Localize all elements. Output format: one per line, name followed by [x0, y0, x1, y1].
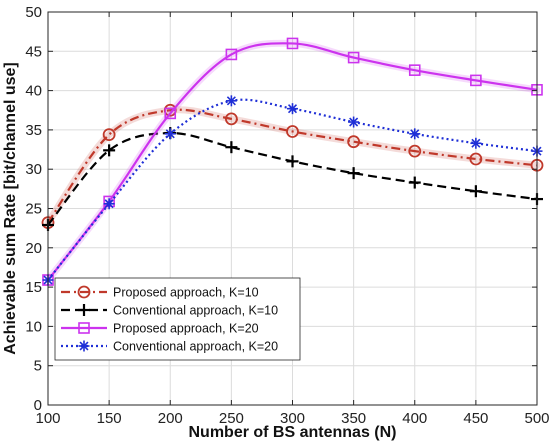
series-line [47, 108, 538, 224]
asterisk-stroke [410, 129, 420, 139]
circle-marker [408, 144, 422, 158]
x-tick-label: 450 [463, 410, 488, 427]
square-marker [286, 37, 299, 50]
x-tick-label: 500 [524, 410, 549, 427]
legend-marker [77, 285, 91, 299]
asterisk-stroke [165, 129, 175, 139]
asterisk-stroke [349, 117, 359, 127]
legend-label: Conventional approach, K=10 [113, 304, 278, 318]
legend-label: Proposed approach, K=20 [113, 322, 259, 336]
data-point [347, 51, 360, 64]
legend-entry: Conventional approach, K=10 [61, 304, 278, 318]
data-point [470, 137, 482, 149]
legend-entry: Proposed approach, K=10 [61, 286, 259, 300]
x-tick-label: 250 [219, 410, 244, 427]
circle-marker [224, 112, 238, 126]
data-point [347, 135, 361, 149]
x-tick-label: 200 [158, 410, 183, 427]
data-point [469, 152, 483, 166]
legend-marker [78, 322, 90, 334]
legend-entry: Proposed approach, K=20 [61, 322, 259, 336]
x-tick-label: 350 [341, 410, 366, 427]
y-axis-label: Achievable sum Rate [bit/channel use] [2, 62, 19, 355]
data-point [225, 95, 237, 107]
data-point [164, 128, 176, 140]
data-point [103, 198, 115, 210]
data-point [409, 128, 421, 140]
x-tick-label: 300 [280, 410, 305, 427]
x-tick-label: 150 [97, 410, 122, 427]
data-point [286, 125, 299, 138]
y-tick-label: 20 [25, 240, 42, 257]
legend: Proposed approach, K=10 Conventional appr… [54, 277, 301, 361]
legend-label: Proposed approach, K=10 [113, 286, 259, 300]
data-point [347, 167, 360, 180]
asterisk-stroke [104, 199, 114, 209]
data-point [286, 37, 299, 50]
data-point [225, 141, 238, 154]
legend-marker [78, 340, 90, 352]
circle-marker [286, 125, 299, 138]
square-marker [164, 107, 177, 120]
circle-marker [469, 152, 483, 166]
series-line [47, 98, 538, 281]
x-tick-label: 100 [35, 410, 60, 427]
legend-label: Conventional approach, K=20 [113, 340, 278, 354]
circle-marker [102, 128, 116, 142]
axis-ticks: 0 5 10 15 20 25 30 35 40 45 50 100 150 200 250 300 350 40… [25, 4, 549, 427]
data-point [164, 107, 177, 120]
square-marker [225, 48, 238, 61]
y-tick-label: 45 [25, 43, 42, 60]
square-marker [78, 322, 90, 334]
y-tick-label: 15 [25, 279, 42, 296]
data-point [286, 155, 299, 168]
data-point [224, 112, 238, 126]
circle-marker [77, 285, 91, 299]
y-tick-label: 35 [25, 122, 42, 139]
square-marker [470, 74, 482, 87]
data-point [287, 103, 298, 115]
asterisk-stroke [79, 341, 89, 351]
data-point [103, 144, 116, 157]
circle-marker [347, 135, 361, 149]
y-tick-label: 25 [25, 201, 42, 218]
legend-box [54, 277, 301, 361]
y-tick-label: 10 [25, 318, 42, 335]
data-point [348, 116, 360, 128]
data-point [408, 176, 421, 189]
y-tick-label: 40 [25, 83, 42, 100]
data-point [470, 74, 482, 87]
legend-marker [78, 304, 90, 316]
data-point [102, 128, 116, 142]
x-tick-label: 400 [402, 410, 427, 427]
legend-entry: Conventional approach, K=20 [61, 340, 278, 354]
x-axis-label: Number of BS antennas (N) [188, 424, 396, 441]
asterisk-stroke [287, 104, 298, 114]
data-point [408, 64, 421, 76]
series-4 [42, 95, 543, 286]
series-line [47, 42, 538, 281]
series-3 [42, 37, 543, 286]
asterisk-stroke [226, 96, 236, 106]
data-point [225, 48, 238, 61]
square-marker [347, 51, 360, 64]
y-tick-label: 30 [25, 161, 42, 178]
y-tick-label: 50 [25, 4, 42, 21]
y-tick-label: 0 [34, 397, 42, 414]
square-marker [408, 64, 421, 76]
data-point [408, 144, 422, 158]
data-point [469, 185, 482, 198]
asterisk-stroke [471, 138, 481, 148]
y-tick-label: 5 [34, 358, 42, 375]
